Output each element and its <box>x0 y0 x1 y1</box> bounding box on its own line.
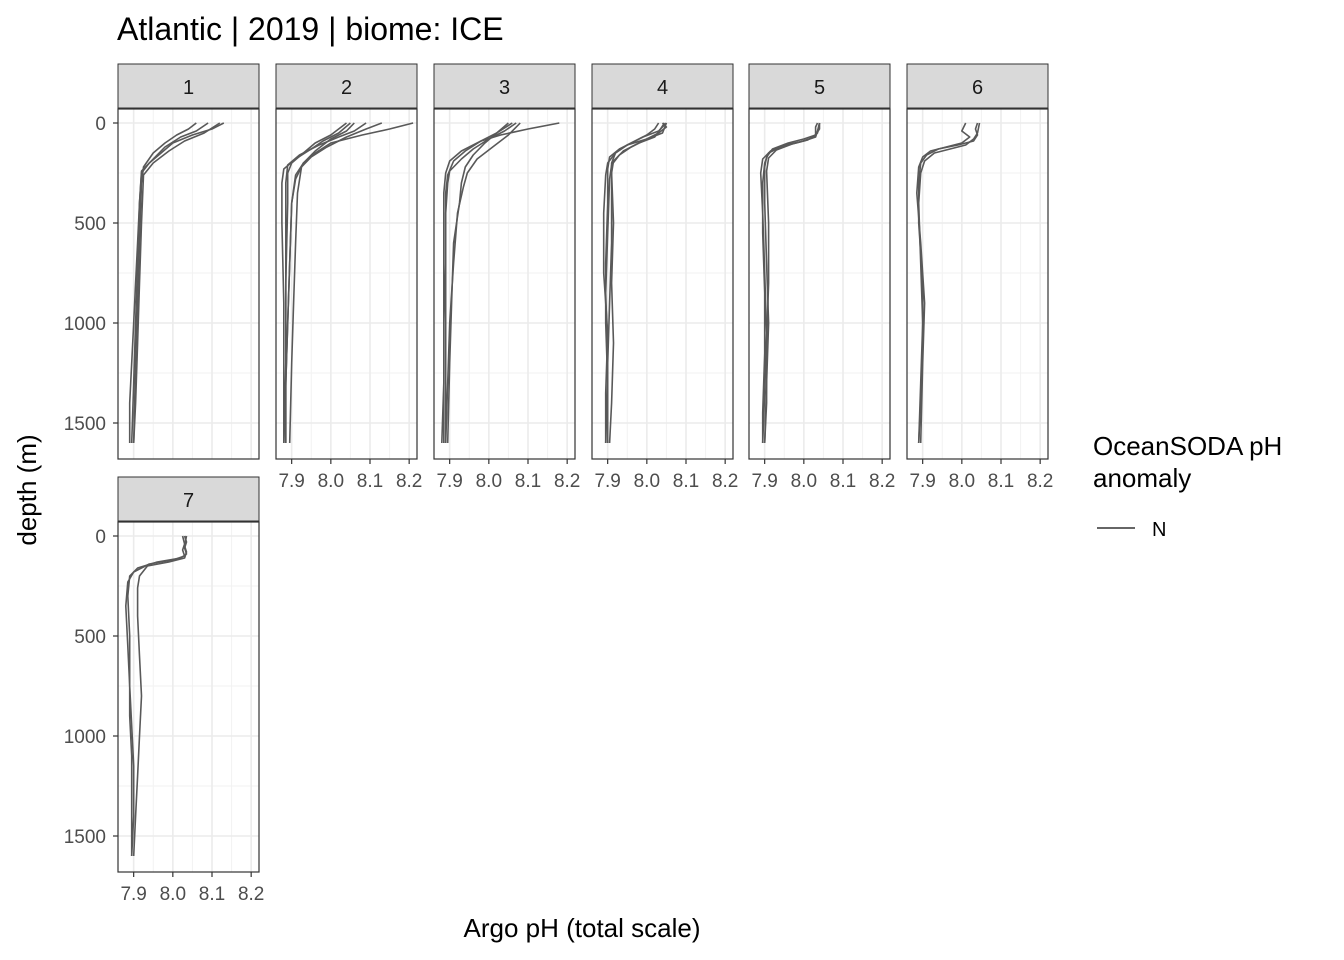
ph-profile-line <box>132 535 188 857</box>
panel-border <box>748 108 891 460</box>
panel-background <box>118 109 259 459</box>
x-tick-label: 8.1 <box>515 471 541 492</box>
facet-strip <box>748 63 891 109</box>
legend: OceanSODA pH anomaly N <box>1093 431 1282 541</box>
x-tick-label: 8.2 <box>1027 471 1053 492</box>
y-tick-label: 1000 <box>64 727 106 748</box>
ph-profile-line <box>283 122 347 444</box>
x-tick-label: 8.2 <box>869 471 895 492</box>
x-tick-label: 8.1 <box>673 471 699 492</box>
facet-strip-label: 3 <box>499 77 510 99</box>
facet-strip-label: 7 <box>183 490 194 512</box>
facet-panel-2: 2 7.9 8.0 8.1 8.2 <box>275 63 422 492</box>
x-tick-label: 7.9 <box>436 471 462 492</box>
facet-strip-label: 1 <box>183 77 194 99</box>
panel-border <box>275 108 418 460</box>
ph-profile-line <box>125 535 186 857</box>
facet-strip <box>433 63 576 109</box>
ph-profile-line <box>446 122 509 444</box>
ph-profile-line <box>444 122 521 444</box>
legend-title-line-2: anomaly <box>1093 463 1191 493</box>
x-tick-label: 8.2 <box>554 471 580 492</box>
facet-panel-3: 3 7.9 8.0 8.1 8.2 <box>433 63 580 492</box>
facet-strip-label: 4 <box>657 77 668 99</box>
x-tick-label: 8.2 <box>712 471 738 492</box>
ph-profile-line <box>915 122 971 444</box>
ph-profile-line <box>132 122 221 444</box>
panel-background <box>276 109 417 459</box>
ph-profile-line <box>281 122 351 443</box>
panel-background <box>434 109 575 459</box>
x-tick-label: 8.1 <box>199 884 225 905</box>
panel-border <box>591 108 734 460</box>
facet-strip-label: 6 <box>972 77 983 99</box>
y-tick-label: 1000 <box>64 314 106 335</box>
facet-panel-6: 6 7.9 8.0 8.1 8.2 <box>906 63 1053 492</box>
facet-panel-4: 4 7.9 8.0 8.1 8.2 <box>591 63 738 492</box>
facet-strip <box>906 63 1049 109</box>
x-tick-label: 7.9 <box>909 471 935 492</box>
ph-profile-line <box>604 122 668 443</box>
ph-profile-line <box>917 122 981 444</box>
x-tick-label: 7.9 <box>594 471 620 492</box>
x-tick-label: 7.9 <box>278 471 304 492</box>
facet-strip <box>117 63 260 109</box>
y-axis-title: depth (m) <box>12 434 42 545</box>
facet-strip <box>275 63 418 109</box>
y-tick-label: 500 <box>74 627 106 648</box>
x-tick-label: 8.2 <box>238 884 264 905</box>
ph-profile-line <box>444 122 513 443</box>
panel-background <box>592 109 733 459</box>
x-tick-label: 8.1 <box>357 471 383 492</box>
panel-background <box>118 522 259 872</box>
x-tick-label: 8.0 <box>949 471 975 492</box>
facet-strip <box>117 476 260 522</box>
x-tick-label: 8.0 <box>634 471 660 492</box>
facet-panel-7: 7 0 500 1000 1500 7.9 8.0 8.1 8.2 <box>64 476 264 905</box>
facet-panel-5: 5 7.9 8.0 8.1 8.2 <box>748 63 895 492</box>
x-tick-label: 8.1 <box>830 471 856 492</box>
panel-border <box>117 521 260 873</box>
panel-background <box>749 109 890 459</box>
x-tick-label: 8.0 <box>791 471 817 492</box>
y-tick-label: 0 <box>95 527 106 548</box>
y-tick-label: 1500 <box>64 827 106 848</box>
x-axis-title: Argo pH (total scale) <box>464 913 701 943</box>
ph-profile-line <box>284 122 355 443</box>
chart-title: Atlantic | 2019 | biome: ICE <box>117 11 504 47</box>
x-tick-label: 8.0 <box>318 471 344 492</box>
y-tick-label: 1500 <box>64 414 106 435</box>
panel-border <box>117 108 260 460</box>
facet-strip-label: 2 <box>341 77 352 99</box>
ph-profile-line <box>606 122 668 443</box>
legend-label: N <box>1152 519 1166 541</box>
panel-background <box>907 109 1048 459</box>
x-tick-label: 8.0 <box>476 471 502 492</box>
ph-profile-line <box>132 122 197 444</box>
panel-border <box>433 108 576 460</box>
y-tick-label: 500 <box>74 214 106 235</box>
legend-title-line-1: OceanSODA pH <box>1093 431 1282 461</box>
ph-profile-line <box>130 122 209 444</box>
facet-strip <box>591 63 734 109</box>
x-tick-label: 7.9 <box>120 884 146 905</box>
facet-panel-1: 1 0 500 1000 1500 <box>64 63 260 460</box>
ph-profile-line <box>761 122 821 443</box>
panel-border <box>906 108 1049 460</box>
x-tick-label: 8.2 <box>396 471 422 492</box>
facet-strip-label: 5 <box>814 77 825 99</box>
x-tick-label: 8.1 <box>988 471 1014 492</box>
x-tick-label: 7.9 <box>751 471 777 492</box>
x-tick-label: 8.0 <box>160 884 186 905</box>
y-tick-label: 0 <box>95 114 106 135</box>
